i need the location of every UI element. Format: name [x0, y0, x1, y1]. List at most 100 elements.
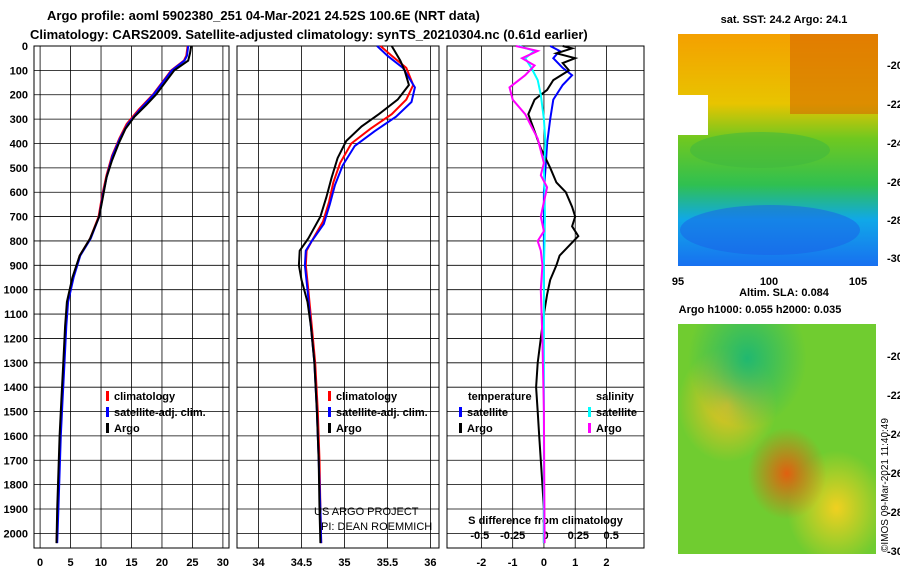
legend-label: Argo [114, 423, 140, 435]
copyright-label: ©IMOS 09-Mar-2021 11:40:49 [880, 418, 891, 552]
series-line-climatology [304, 45, 415, 544]
legend-swatch [588, 423, 591, 433]
sst-lon-tick: 100 [760, 276, 778, 288]
depth-tick-label: 300 [10, 114, 28, 126]
depth-tick-label: 700 [10, 212, 28, 224]
plot-frame [446, 45, 645, 549]
sst-lon-tick: 95 [672, 276, 684, 288]
depth-tick-label: 800 [10, 236, 28, 248]
sla-lat-tick: -20 [887, 351, 900, 363]
legend-swatch [588, 407, 591, 417]
x-tick-label: 1 [572, 557, 578, 569]
sst-lat-tick: -22 [887, 99, 900, 111]
depth-tick-label: 2000 [4, 528, 28, 540]
diff-xlabel: S difference from climatology [468, 515, 624, 527]
depth-tick-label: 1600 [4, 431, 28, 443]
sst-lat-tick: -26 [887, 177, 900, 189]
depth-tick-label: 1100 [4, 309, 28, 321]
depth-tick-label: 1200 [4, 333, 28, 345]
sla-lat-tick: -28 [887, 507, 900, 519]
x-tick-label: 35.5 [377, 557, 398, 569]
x-tick-label: 35 [338, 557, 350, 569]
diff-legend-heading-salinity: salinity [596, 391, 635, 403]
sst-lon-tick: 105 [849, 276, 867, 288]
series-line-temperature-argo [527, 45, 580, 544]
project-label: US ARGO PROJECT [314, 506, 419, 518]
x-tick-label: 2 [603, 557, 609, 569]
sst-lat-tick: -30 [887, 253, 900, 265]
legend-swatch [459, 407, 462, 417]
x-tick-label: 34.5 [291, 557, 312, 569]
pi-label: PI: DEAN ROEMMICH [321, 521, 432, 533]
legend-label: satellite [467, 407, 508, 419]
depth-tick-label: 1900 [4, 504, 28, 516]
legend-label: climatology [114, 391, 176, 403]
x-tick-label: 0 [37, 557, 43, 569]
sla-title-1: Altim. SLA: 0.084 [739, 287, 830, 299]
legend-label: satellite-adj. clim. [114, 407, 206, 419]
x-tick-label: 34 [252, 557, 265, 569]
secondary-tick-label: -0.25 [500, 530, 525, 542]
plot-frame [236, 45, 440, 549]
legend-label: satellite-adj. clim. [336, 407, 428, 419]
sst-lat-tick: -20 [887, 60, 900, 72]
depth-tick-label: 500 [10, 163, 28, 175]
depth-tick-label: 1300 [4, 358, 28, 370]
series-line-climatology [55, 45, 189, 544]
legend-label: Argo [336, 423, 362, 435]
depth-tick-label: 200 [10, 90, 28, 102]
depth-tick-label: 1800 [4, 480, 28, 492]
series-line-argo [55, 45, 193, 544]
legend-swatch [106, 391, 109, 401]
sla-lat-tick: -30 [887, 546, 900, 558]
series-line-salinity-satellite [518, 45, 547, 544]
secondary-tick-label: 0.25 [568, 530, 589, 542]
sla-map [678, 324, 876, 554]
legend-label: Argo [596, 423, 622, 435]
sst-lat-tick: -24 [887, 138, 900, 150]
x-tick-label: 10 [95, 557, 107, 569]
x-tick-label: 0 [541, 557, 547, 569]
series-line-satellite-adj-clim- [56, 45, 190, 544]
series-line-satellite-adj-clim- [303, 45, 416, 544]
depth-tick-label: 1700 [4, 455, 28, 467]
x-tick-label: 20 [156, 557, 168, 569]
legend-swatch [328, 391, 331, 401]
legend-swatch [459, 423, 462, 433]
depth-tick-label: 0 [22, 41, 28, 53]
diff-legend-heading-temperature: temperature [468, 391, 532, 403]
title-line-1: Argo profile: aoml 5902380_251 04-Mar-20… [47, 8, 480, 23]
x-tick-label: 5 [68, 557, 74, 569]
x-tick-label: 36 [424, 557, 436, 569]
depth-tick-label: 1500 [4, 407, 28, 419]
secondary-tick-label: -0.5 [470, 530, 489, 542]
depth-tick-label: 400 [10, 138, 28, 150]
legend-swatch [106, 423, 109, 433]
x-tick-label: -2 [477, 557, 487, 569]
legend-label: Argo [467, 423, 493, 435]
sst-map [678, 34, 878, 266]
depth-tick-label: 900 [10, 260, 28, 272]
depth-tick-label: 1400 [4, 382, 28, 394]
title-line-2: Climatology: CARS2009. Satellite-adjuste… [30, 27, 588, 42]
sst-map-title: sat. SST: 24.2 Argo: 24.1 [721, 14, 848, 26]
legend-swatch [328, 423, 331, 433]
sla-lat-tick: -26 [887, 468, 900, 480]
sla-title-2: Argo h1000: 0.055 h2000: 0.035 [679, 304, 842, 316]
legend-swatch [328, 407, 331, 417]
x-tick-label: 30 [217, 557, 229, 569]
legend-label: climatology [336, 391, 398, 403]
depth-tick-label: 600 [10, 187, 28, 199]
depth-tick-label: 100 [10, 65, 28, 77]
x-tick-label: -1 [508, 557, 518, 569]
series-line-argo [297, 45, 411, 544]
series-line-salinity-argo [508, 45, 549, 544]
sst-lat-tick: -28 [887, 215, 900, 227]
legend-swatch [106, 407, 109, 417]
depth-tick-label: 1000 [4, 285, 28, 297]
sla-lat-tick: -24 [887, 429, 900, 441]
x-tick-label: 15 [125, 557, 137, 569]
sla-lat-tick: -22 [887, 390, 900, 402]
legend-label: satellite [596, 407, 637, 419]
